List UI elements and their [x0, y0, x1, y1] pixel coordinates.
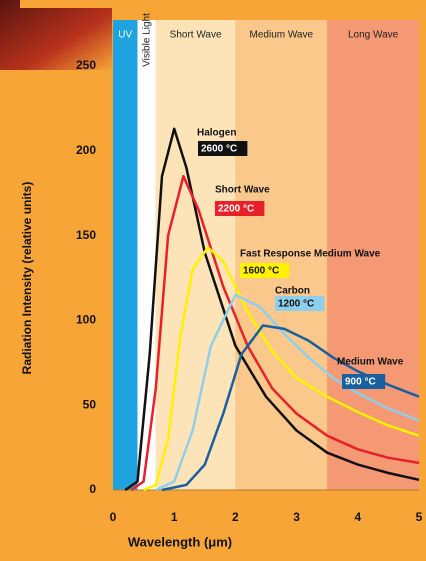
series-line: [155, 293, 420, 492]
x-tick-label: 0: [110, 510, 117, 524]
series-line: [161, 324, 420, 492]
band-label: Medium Wave: [250, 30, 314, 41]
temperature-label: 1600 °C: [243, 266, 279, 277]
band-label: Long Wave: [348, 30, 399, 41]
series-label: Carbon: [275, 286, 310, 297]
x-tick-label: 4: [354, 510, 361, 524]
temperature-box: [275, 296, 325, 311]
series-label: Medium Wave: [337, 357, 404, 368]
y-axis-label: Radiation Intensity (relative units): [20, 182, 34, 375]
temperature-box: [342, 374, 386, 389]
series-line: [143, 246, 420, 492]
series-line: [124, 127, 420, 492]
x-tick-label: 2: [232, 510, 239, 524]
y-tick-label: 0: [89, 482, 96, 496]
temperature-label: 1200 °C: [278, 299, 314, 310]
y-tick-label: 100: [76, 313, 96, 327]
band: [113, 20, 138, 490]
y-tick-label: 200: [76, 143, 96, 157]
temperature-label: 2200 °C: [218, 204, 254, 215]
x-tick-label: 1: [171, 510, 178, 524]
series-line: [130, 174, 420, 492]
temperature-box: [240, 263, 290, 278]
band-label: Visible Light: [141, 13, 152, 67]
band: [137, 20, 156, 490]
band-label: Short Wave: [170, 30, 222, 41]
band-label: UV: [118, 30, 132, 41]
x-axis-label: Wavelength (μm): [128, 534, 232, 549]
temperature-label: 900 °C: [345, 377, 376, 388]
band: [327, 20, 419, 490]
temperature-box: [198, 141, 248, 156]
series-label: Short Wave: [215, 185, 270, 196]
temperature-label: 2600 °C: [201, 144, 237, 155]
band: [235, 20, 328, 490]
temperature-box: [215, 201, 265, 216]
frame: [20, 0, 112, 8]
series-label: Fast Response Medium Wave: [240, 249, 381, 260]
y-tick-label: 150: [76, 228, 96, 242]
y-tick-label: 250: [76, 58, 96, 72]
photo-corner: [0, 0, 112, 70]
x-tick-label: 5: [416, 510, 423, 524]
series-label: Halogen: [197, 128, 236, 139]
x-tick-label: 3: [293, 510, 300, 524]
y-tick-label: 50: [83, 397, 97, 411]
